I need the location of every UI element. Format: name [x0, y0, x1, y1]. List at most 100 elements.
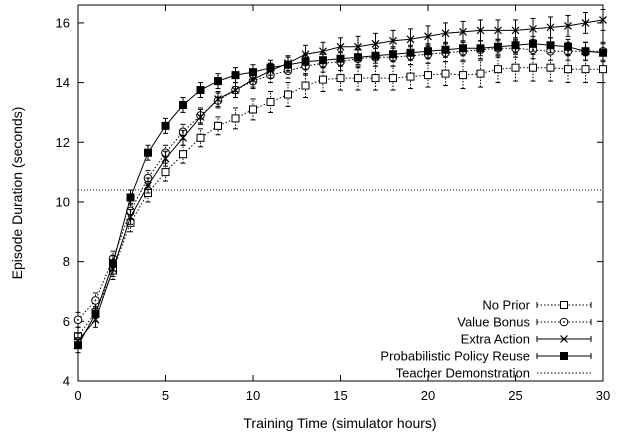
data-point — [179, 100, 187, 109]
data-point — [319, 47, 327, 56]
y-tick-label: 6 — [63, 314, 70, 329]
data-point — [214, 121, 222, 130]
data-point — [354, 74, 362, 83]
data-point — [406, 72, 415, 81]
data-point — [371, 51, 380, 60]
y-tick-label: 16 — [56, 15, 70, 30]
data-point — [546, 41, 555, 50]
data-point — [441, 45, 450, 54]
data-point — [529, 39, 537, 48]
data-point — [564, 42, 572, 51]
data-point — [319, 75, 327, 84]
y-tick-label: 8 — [63, 254, 70, 269]
data-point — [249, 105, 257, 114]
data-point — [494, 65, 502, 74]
data-point — [599, 15, 607, 24]
legend-marker — [559, 317, 569, 327]
y-axis-label: Episode Duration (seconds) — [9, 107, 25, 280]
error-bar — [285, 82, 291, 107]
data-point — [109, 259, 117, 268]
data-point — [476, 26, 485, 35]
legend-label: Probabilistic Policy Reuse — [380, 349, 530, 364]
legend-item-value-bonus: Value Bonus — [457, 315, 592, 330]
data-point — [389, 36, 397, 45]
series-layer — [73, 8, 608, 354]
data-point — [161, 121, 170, 130]
data-point — [161, 168, 170, 177]
y-tick-label: 14 — [56, 75, 70, 90]
legend-label: Value Bonus — [457, 315, 530, 330]
data-point — [581, 18, 590, 27]
y-tick-label: 4 — [63, 374, 70, 389]
data-point — [144, 181, 152, 190]
series-value-bonus — [73, 38, 608, 328]
data-point — [511, 63, 520, 72]
legend-item-probabilistic-policy-reuse: Probabilistic Policy Reuse — [380, 349, 592, 364]
data-point — [336, 74, 345, 83]
data-point — [179, 133, 187, 142]
data-point — [266, 97, 275, 106]
legend-marker — [560, 301, 568, 309]
data-point — [546, 23, 555, 32]
data-point — [74, 341, 82, 350]
data-point — [91, 309, 100, 318]
data-point — [354, 42, 362, 51]
data-point — [284, 90, 292, 99]
x-tick-label: 10 — [246, 388, 260, 403]
data-point — [389, 74, 397, 83]
data-point — [196, 86, 205, 95]
data-point — [231, 71, 240, 80]
data-point — [126, 193, 135, 202]
series-line — [77, 67, 603, 337]
data-point — [599, 48, 607, 57]
data-point — [424, 47, 432, 56]
data-point — [336, 54, 345, 63]
data-point — [441, 69, 450, 78]
x-tick-label: 5 — [162, 388, 169, 403]
data-point — [511, 41, 520, 50]
legend-label: No Prior — [482, 298, 530, 313]
x-tick-label: 20 — [421, 388, 435, 403]
legend: No Prior Value Bonus Extra Action Probabili… — [380, 298, 592, 381]
data-point — [564, 65, 572, 74]
data-point — [214, 95, 222, 103]
data-point — [231, 86, 240, 94]
legend-label: Teacher Demonstration — [396, 366, 530, 381]
data-point — [301, 81, 310, 90]
data-point — [389, 50, 397, 59]
data-point — [494, 42, 502, 51]
data-point — [424, 32, 432, 41]
x-tick-label: 0 — [74, 388, 81, 403]
data-point — [73, 315, 83, 325]
data-point — [301, 57, 310, 66]
data-point — [581, 47, 590, 56]
data-point — [126, 212, 135, 221]
data-point — [196, 133, 205, 142]
x-tick-label: 15 — [333, 388, 347, 403]
data-point — [354, 53, 362, 62]
series-extra-action — [74, 8, 607, 349]
data-point — [581, 65, 590, 74]
data-point — [599, 65, 607, 74]
legend-item-no-prior: No Prior — [482, 298, 592, 313]
x-tick-label: 25 — [508, 388, 522, 403]
data-point — [319, 56, 327, 65]
data-point — [494, 26, 502, 35]
data-point — [144, 148, 152, 157]
x-axis-label: Training Time (simulator hours) — [243, 415, 436, 431]
data-point — [266, 63, 275, 72]
data-point — [161, 154, 170, 163]
data-point — [424, 71, 432, 80]
data-point — [214, 77, 222, 86]
data-point — [529, 63, 537, 72]
data-point — [249, 68, 257, 77]
data-point — [196, 112, 205, 121]
error-bar — [198, 128, 203, 148]
legend-item-extra-action: Extra Action — [461, 332, 592, 347]
data-point — [231, 114, 240, 123]
y-tick-label: 12 — [56, 135, 70, 150]
data-point — [511, 26, 520, 35]
legend-item-teacher-demonstration: Teacher Demonstration — [396, 366, 591, 381]
legend-marker — [560, 352, 568, 360]
